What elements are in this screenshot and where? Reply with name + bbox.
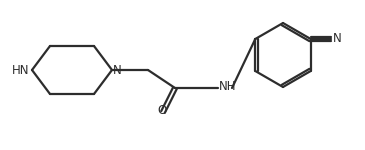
Text: O: O (157, 104, 167, 117)
Text: HN: HN (12, 63, 29, 76)
Text: N: N (113, 63, 122, 76)
Text: NH: NH (219, 81, 237, 93)
Text: N: N (333, 33, 342, 45)
